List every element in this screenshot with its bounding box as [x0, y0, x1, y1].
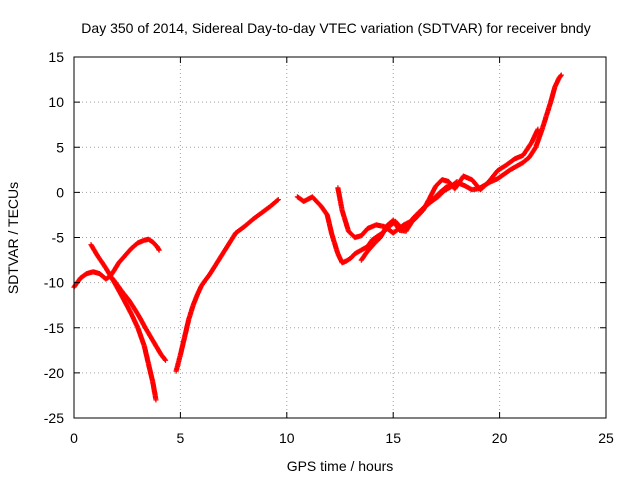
data-marker-segment	[548, 85, 558, 105]
data-marker-segment	[173, 353, 183, 374]
data-marker-segment	[543, 100, 553, 119]
y-tick-label: -25	[44, 410, 64, 426]
y-tick-label: -10	[44, 275, 64, 291]
data-marker-segment	[331, 237, 341, 256]
data-marker	[535, 126, 541, 132]
data-marker-segment	[469, 177, 483, 192]
data-marker-segment	[422, 199, 434, 210]
data-marker-segment	[216, 245, 230, 263]
data-marker-segment	[365, 238, 374, 250]
data-marker-segment	[258, 204, 272, 216]
data-marker-segment	[150, 239, 159, 249]
data-marker-segment	[135, 311, 149, 332]
series-arc-2	[88, 242, 159, 403]
x-tick-label: 25	[598, 430, 614, 446]
data-marker-segment	[109, 275, 123, 292]
axis-ticks: 0 5 10 15 20 25 -25 -20 -15 -10 -5 0 5 10 15	[44, 49, 614, 446]
y-axis-label: SDTVAR / TECUs	[5, 182, 21, 294]
data-marker-segment	[503, 157, 517, 168]
y-tick-label: 0	[56, 184, 64, 200]
data-marker-segment	[128, 241, 140, 251]
y-tick-label: -5	[52, 230, 65, 246]
data-marker-segment	[241, 217, 255, 230]
data-marker-segment	[145, 236, 155, 244]
series-arc-7	[358, 178, 460, 263]
data-marker-segment	[128, 311, 140, 330]
data-marker-segment	[426, 184, 438, 202]
data-marker-segment	[116, 253, 127, 266]
data-marker-segment	[365, 242, 376, 254]
data-marker	[153, 397, 159, 403]
y-tick-label: -20	[44, 365, 64, 381]
data-marker	[558, 72, 564, 78]
data-marker	[275, 196, 281, 203]
data-marker-segment	[348, 252, 357, 261]
y-tick-label: -15	[44, 320, 64, 336]
data-marker-segment	[501, 167, 512, 177]
data-marker	[454, 178, 460, 185]
data-marker-segment	[358, 249, 370, 263]
x-tick-label: 15	[385, 430, 401, 446]
data-marker-segment	[556, 73, 564, 81]
x-tick-label: 0	[70, 430, 78, 446]
data-marker-segment	[118, 287, 132, 303]
data-marker-segment	[528, 127, 540, 146]
data-marker-segment	[452, 174, 466, 192]
data-marker-segment	[267, 197, 280, 210]
data-marker-segment	[390, 217, 402, 232]
grid	[74, 57, 606, 418]
data-marker-segment	[186, 303, 196, 322]
x-tick-label: 20	[492, 430, 508, 446]
x-tick-label: 5	[177, 430, 185, 446]
data-marker-segment	[94, 252, 108, 270]
data-marker-segment	[199, 272, 213, 288]
data-marker-segment	[143, 327, 157, 346]
series-arc-4	[173, 196, 281, 374]
series-arc-3	[109, 275, 169, 363]
data-marker-segment	[135, 325, 147, 348]
chart-title: Day 350 of 2014, Sidereal Day-to-day VTE…	[81, 20, 590, 36]
data-marker-segment	[416, 205, 427, 218]
data-marker-segment	[207, 258, 221, 277]
data-marker-segment	[309, 194, 323, 208]
data-marker-segment	[250, 211, 263, 222]
data-marker-segment	[403, 219, 415, 234]
data-marker-segment	[520, 141, 534, 158]
data-marker-segment	[152, 341, 164, 357]
data-marker-segment	[233, 224, 246, 236]
data-marker-segment	[526, 145, 538, 160]
data-marker	[162, 357, 169, 363]
data-marker-segment	[224, 231, 238, 250]
data-marker-segment	[158, 352, 168, 362]
data-marker-segment	[377, 224, 389, 241]
data-marker-segment	[358, 226, 370, 239]
x-axis-label: GPS time / hours	[287, 458, 394, 474]
data-marker-segment	[539, 114, 549, 132]
data-marker-segment	[486, 169, 500, 185]
y-tick-label: 15	[48, 49, 64, 65]
data-marker-segment	[339, 207, 351, 233]
data-marker-segment	[120, 295, 134, 316]
data-marker-segment	[520, 155, 532, 166]
data-marker-segment	[88, 242, 100, 258]
data-marker-segment	[435, 188, 446, 200]
data-marker-segment	[448, 179, 459, 190]
x-tick-label: 10	[279, 430, 295, 446]
data-marker-segment	[126, 298, 140, 316]
data-layer	[71, 72, 564, 403]
data-marker	[156, 247, 162, 253]
data-marker-segment	[494, 163, 508, 174]
data-marker-segment	[318, 203, 330, 217]
data-marker-segment	[494, 172, 506, 182]
data-marker-segment	[371, 235, 383, 247]
data-marker-segment	[122, 246, 134, 259]
data-marker-segment	[477, 179, 491, 193]
y-tick-label: 10	[48, 94, 64, 110]
data-marker-segment	[533, 127, 545, 150]
data-marker-segment	[409, 213, 421, 224]
y-tick-label: 5	[56, 139, 64, 155]
